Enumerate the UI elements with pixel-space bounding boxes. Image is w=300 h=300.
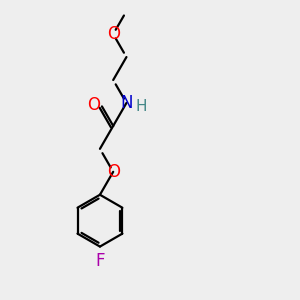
Text: H: H [136, 99, 147, 114]
Text: O: O [88, 96, 100, 114]
Text: O: O [107, 163, 120, 181]
Text: F: F [95, 252, 105, 270]
Text: N: N [120, 94, 133, 112]
Text: O: O [107, 25, 120, 43]
